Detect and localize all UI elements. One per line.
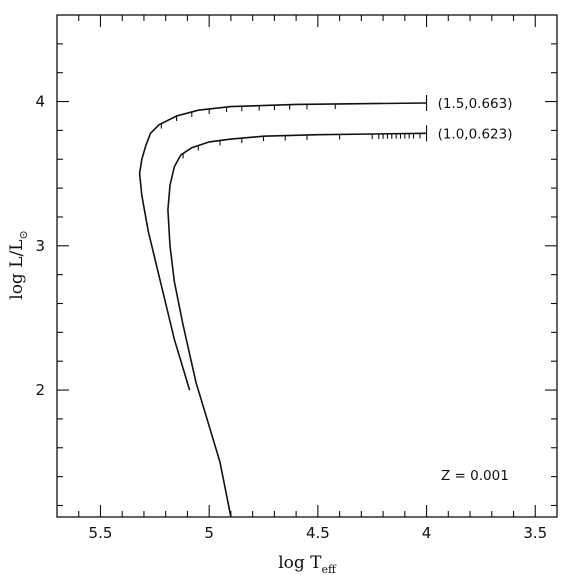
axis-ticks [57,15,557,517]
x-tick-labels: 5.5 5 4.5 4 3.5 [89,524,548,542]
plot-frame [56,14,558,518]
x-axis-title: log Teff [278,553,337,575]
series-label: (1.5,0.663) [438,96,513,112]
y-tick-labels: 2 3 4 [35,93,45,400]
x-tick-label: 4 [422,524,432,542]
y-tick-label: 2 [35,381,45,399]
evolutionary-tracks: (1.5,0.663) (1.0,0.623) [138,94,513,518]
y-tick-label: 3 [35,237,45,255]
track-line-2 [167,132,427,518]
series-label: (1.0,0.623) [438,126,513,142]
y-axis-title: log L/L⊙ [7,230,30,299]
x-tick-label: 5.5 [89,524,113,542]
x-tick-label: 5 [204,524,214,542]
metallicity-annotation: Z = 0.001 [441,468,509,484]
track-line-1 [138,102,427,391]
x-tick-label: 3.5 [523,524,547,542]
y-tick-label: 4 [35,93,45,111]
x-tick-label: 4.5 [306,524,330,542]
